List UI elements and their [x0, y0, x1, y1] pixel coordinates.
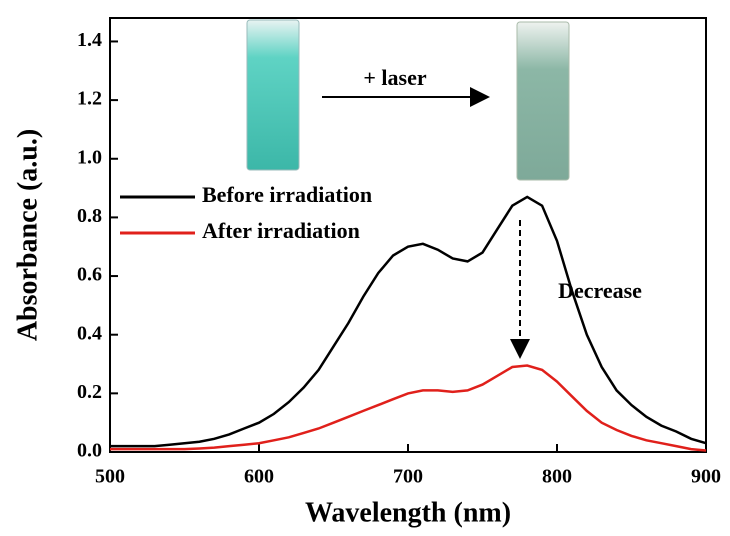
- x-axis-label: Wavelength (nm): [305, 497, 511, 528]
- y-axis-label: Absorbance (a.u.): [12, 129, 43, 341]
- y-tick-label: 0.4: [77, 322, 102, 344]
- chart: + laser Decrease Wavelength (nm) Absorba…: [0, 0, 730, 536]
- cuvette-after: [517, 22, 569, 180]
- y-tick-label: 0.6: [77, 264, 102, 286]
- y-tick-label: 0.8: [77, 205, 102, 227]
- x-tick-label: 600: [244, 466, 274, 488]
- y-tick-label: 1.0: [77, 146, 102, 168]
- legend-label: Before irradiation: [202, 182, 372, 207]
- x-tick-label: 500: [95, 466, 125, 488]
- x-tick-label: 700: [393, 466, 423, 488]
- series-line: [110, 366, 706, 451]
- cuvette-before: [247, 20, 299, 170]
- y-tick-label: 1.2: [77, 88, 102, 110]
- y-tick-label: 0.2: [77, 381, 102, 403]
- y-tick-label: 1.4: [77, 29, 102, 51]
- y-tick-label: 0.0: [77, 440, 102, 462]
- series-line: [110, 197, 706, 446]
- x-tick-label: 900: [691, 466, 721, 488]
- legend-label: After irradiation: [202, 218, 360, 243]
- x-tick-label: 800: [542, 466, 572, 488]
- annotation: + laser: [363, 65, 426, 90]
